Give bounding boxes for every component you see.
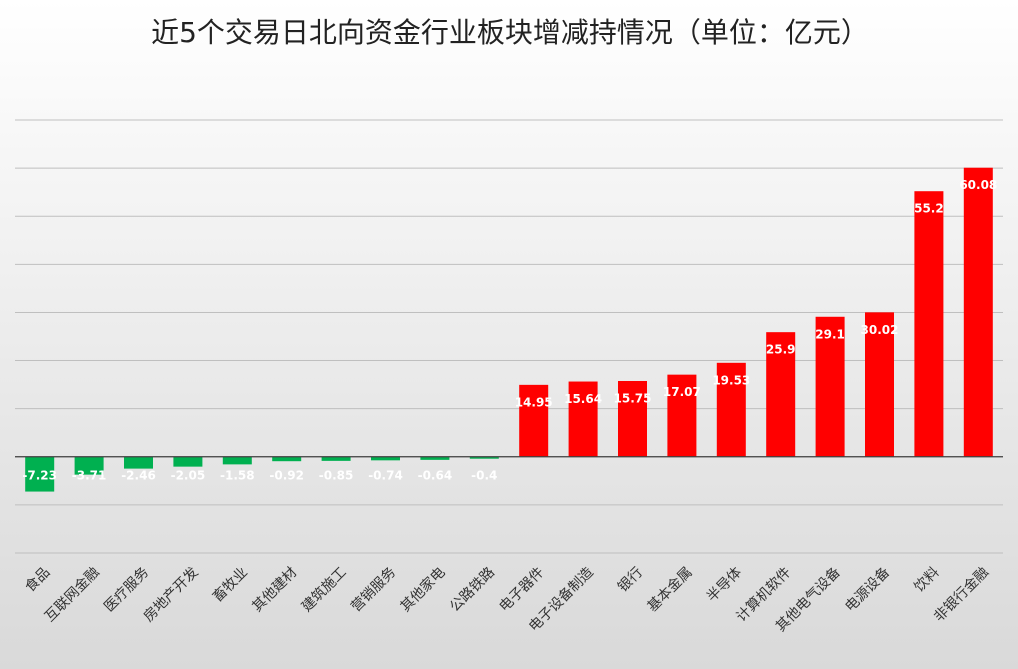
bar [618,381,647,457]
x-tick-label: 电子器件 [496,564,547,615]
value-label: 55.2 [914,202,944,216]
value-label: -0.4 [471,468,497,482]
bar [321,456,351,461]
value-label: 17.07 [663,385,701,399]
value-label: 29.1 [815,327,845,341]
value-label: -7.23 [22,468,57,482]
value-label: 30.02 [861,323,899,337]
bar [371,456,400,461]
x-tick-label: 其他建材 [249,564,300,615]
value-label: 25.9 [766,343,796,357]
value-label: 60.08 [959,178,997,192]
bar [865,312,894,457]
bar [173,456,203,467]
x-tick-label: 银行 [615,564,646,595]
x-tick-label: 建筑施工 [299,564,350,615]
bar [272,456,302,462]
x-tick-label: 食品 [22,564,54,596]
x-tick-label: 畜牧业 [210,564,251,605]
value-label: -3.71 [72,468,107,482]
value-label: 19.53 [712,373,750,387]
bar [716,362,746,457]
x-tick-label: 营销服务 [348,564,399,615]
bar [124,456,153,469]
chart-title: 近5个交易日北向资金行业板块增减持情况（单位：亿元） [151,16,869,49]
value-label: -0.64 [418,468,453,482]
value-label: 15.75 [614,392,652,406]
x-tick-label: 其他家电 [397,564,449,616]
value-label: -0.74 [368,468,403,482]
value-label: -0.92 [269,468,304,482]
value-label: -1.58 [220,468,255,482]
bar [766,332,796,457]
bar [519,384,549,457]
value-label: -2.05 [171,468,206,482]
x-tick-label: 饮料 [911,564,942,595]
bar [963,167,993,457]
bar [914,191,944,457]
x-tick-label: 公路铁路 [447,564,498,615]
value-label: 14.95 [515,395,553,409]
bar [815,316,845,457]
x-tick-label: 电源设备 [842,564,894,616]
bar [667,374,697,457]
value-label: -2.46 [121,468,156,482]
bar [420,456,450,460]
x-tick-label: 医疗服务 [101,564,152,615]
x-tick-label: 半导体 [704,564,745,605]
value-label: 15.64 [564,392,602,406]
x-tick-label: 基本金属 [644,564,696,616]
bar [568,381,598,457]
bar [222,456,252,465]
value-label: -0.85 [319,468,354,482]
bar [469,456,499,459]
bar [25,456,55,492]
bar [74,456,104,475]
